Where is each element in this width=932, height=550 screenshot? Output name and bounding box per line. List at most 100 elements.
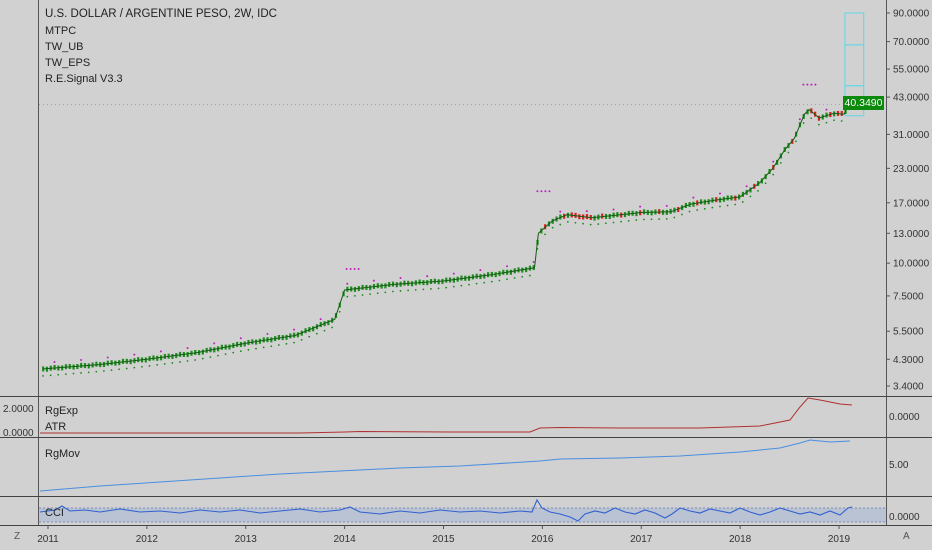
candle (502, 269, 505, 275)
signal-dot-magenta (532, 260, 535, 263)
signal-dot-magenta (293, 328, 296, 331)
signal-dot-magenta (80, 358, 83, 361)
candle (825, 112, 828, 118)
x-tick-label: 2016 (531, 534, 554, 545)
candle (684, 202, 687, 208)
signal-dot (604, 222, 607, 225)
candle (452, 277, 455, 283)
signal-mark (814, 83, 817, 86)
atr-line (40, 397, 853, 434)
candle (445, 277, 448, 283)
rgexp-left-tick-top: 2.0000 (3, 404, 34, 415)
signal-dot (156, 364, 159, 366)
candle (312, 326, 315, 332)
candle (53, 364, 56, 370)
rgmov-label[interactable]: RgMov (45, 448, 80, 460)
auto-scale-toggle-a[interactable]: A (903, 531, 910, 542)
candle (692, 201, 695, 207)
candle (509, 269, 513, 275)
signal-mark (353, 268, 356, 271)
candle (418, 279, 421, 285)
signal-dot (582, 222, 584, 225)
y-tick-label: 55.0000 (893, 65, 930, 76)
signal-dot-magenta (399, 276, 402, 279)
signal-dot (506, 278, 508, 281)
candle (243, 341, 246, 347)
signal-dot (95, 370, 98, 373)
indicator-resignal[interactable]: R.E.Signal V3.3 (45, 73, 123, 85)
signal-dot (384, 291, 387, 294)
candle (369, 285, 372, 291)
signal-dot (232, 351, 235, 354)
candle (734, 195, 737, 201)
signal-dot (163, 363, 166, 365)
candle (460, 275, 463, 281)
y-tick-label: 7.5000 (893, 291, 924, 302)
candle (353, 286, 357, 292)
candle (707, 199, 710, 205)
signal-dot (217, 354, 219, 357)
signal-dot-magenta (825, 108, 828, 111)
signal-dot (810, 117, 813, 120)
candle (601, 213, 604, 219)
signal-dot-magenta (665, 204, 668, 207)
candle (186, 352, 189, 358)
main-plot (39, 12, 886, 377)
signal-dot (430, 287, 432, 290)
indicator-tw-eps[interactable]: TW_EPS (45, 57, 91, 69)
candle (840, 110, 843, 116)
atr-label[interactable]: ATR (45, 421, 67, 433)
signal-dot (64, 373, 67, 376)
candle (467, 275, 471, 281)
signal-dot (513, 277, 516, 279)
x-tick-label: 2012 (136, 534, 159, 545)
signal-dot (118, 368, 121, 371)
candle (403, 280, 406, 286)
signal-dot (346, 295, 349, 298)
signal-dot (787, 151, 790, 154)
candle (327, 320, 330, 326)
indicator-tw-ub[interactable]: TW_UB (45, 41, 84, 53)
signal-dot (566, 220, 569, 223)
candle (129, 359, 132, 365)
candle (635, 211, 638, 217)
signal-dot (764, 182, 767, 185)
signal-dot (87, 371, 90, 374)
candle (699, 199, 703, 205)
x-tick-label: 2013 (235, 534, 258, 545)
signal-dot (749, 195, 752, 198)
log-scale-toggle-z[interactable]: Z (14, 531, 21, 542)
price-axis: 90.0000 70.0000 55.0000 43.0000 31.0000 23.00… (886, 9, 930, 393)
signal-dot-magenta (426, 275, 429, 278)
signal-dot (817, 123, 820, 126)
candle (718, 197, 722, 203)
signal-dot (757, 190, 759, 192)
candle (361, 284, 364, 290)
signal-dot (734, 203, 737, 206)
candle (178, 351, 182, 357)
signal-dot-magenta (772, 160, 775, 163)
signal-dot-magenta (692, 196, 695, 199)
candle (650, 210, 653, 216)
signal-dot-magenta (612, 208, 615, 211)
signal-dot-magenta (639, 205, 642, 208)
signal-dot-magenta (559, 210, 562, 213)
signal-dot (544, 233, 546, 236)
candle (102, 362, 106, 368)
cci-label[interactable]: CCI (45, 507, 64, 519)
signal-dot (407, 289, 410, 292)
signal-mark (349, 268, 352, 271)
y-tick-label: 31.0000 (893, 130, 930, 141)
signal-dot (696, 209, 699, 211)
candle (426, 280, 429, 286)
indicator-mtpc[interactable]: MTPC (45, 25, 77, 37)
signal-mark (536, 190, 539, 193)
signal-dot (209, 356, 212, 358)
candle (376, 283, 379, 289)
candle (270, 337, 273, 343)
signal-dot-magenta (585, 210, 588, 213)
rgexp-label[interactable]: RgExp (45, 405, 79, 417)
signal-dot-magenta (452, 272, 455, 275)
y-tick-label: 13.0000 (893, 229, 930, 240)
signal-dot (171, 362, 174, 364)
